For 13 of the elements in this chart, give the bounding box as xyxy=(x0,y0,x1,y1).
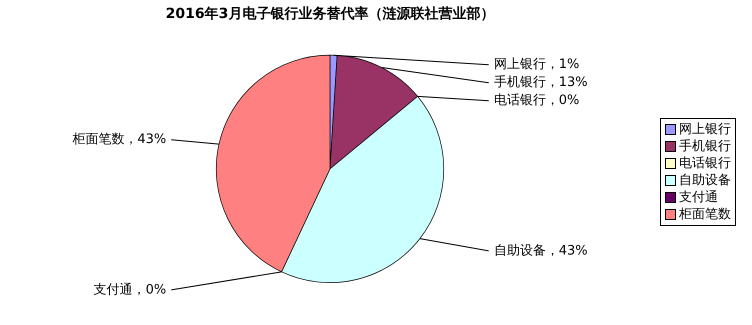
legend-label: 手机银行 xyxy=(679,138,731,155)
legend-label: 支付通 xyxy=(679,189,718,206)
data-label: 手机银行，13% xyxy=(494,75,588,90)
legend-label: 电话银行 xyxy=(679,155,731,172)
text: 电话银行，0% xyxy=(494,93,580,108)
data-label: 柜面笔数，43% xyxy=(71,132,166,148)
text: 支付通，0% xyxy=(94,282,166,298)
data-label: 网上银行，1% xyxy=(494,57,580,72)
data-label: 自助设备，43% xyxy=(494,243,588,258)
legend-label: 自助设备 xyxy=(679,172,731,189)
chart-title: 2016年3月电子银行业务替代率（涟源联社营业部） xyxy=(166,5,494,22)
legend-label: 柜面笔数 xyxy=(679,206,731,223)
legend-label: 网上银行 xyxy=(679,121,731,138)
